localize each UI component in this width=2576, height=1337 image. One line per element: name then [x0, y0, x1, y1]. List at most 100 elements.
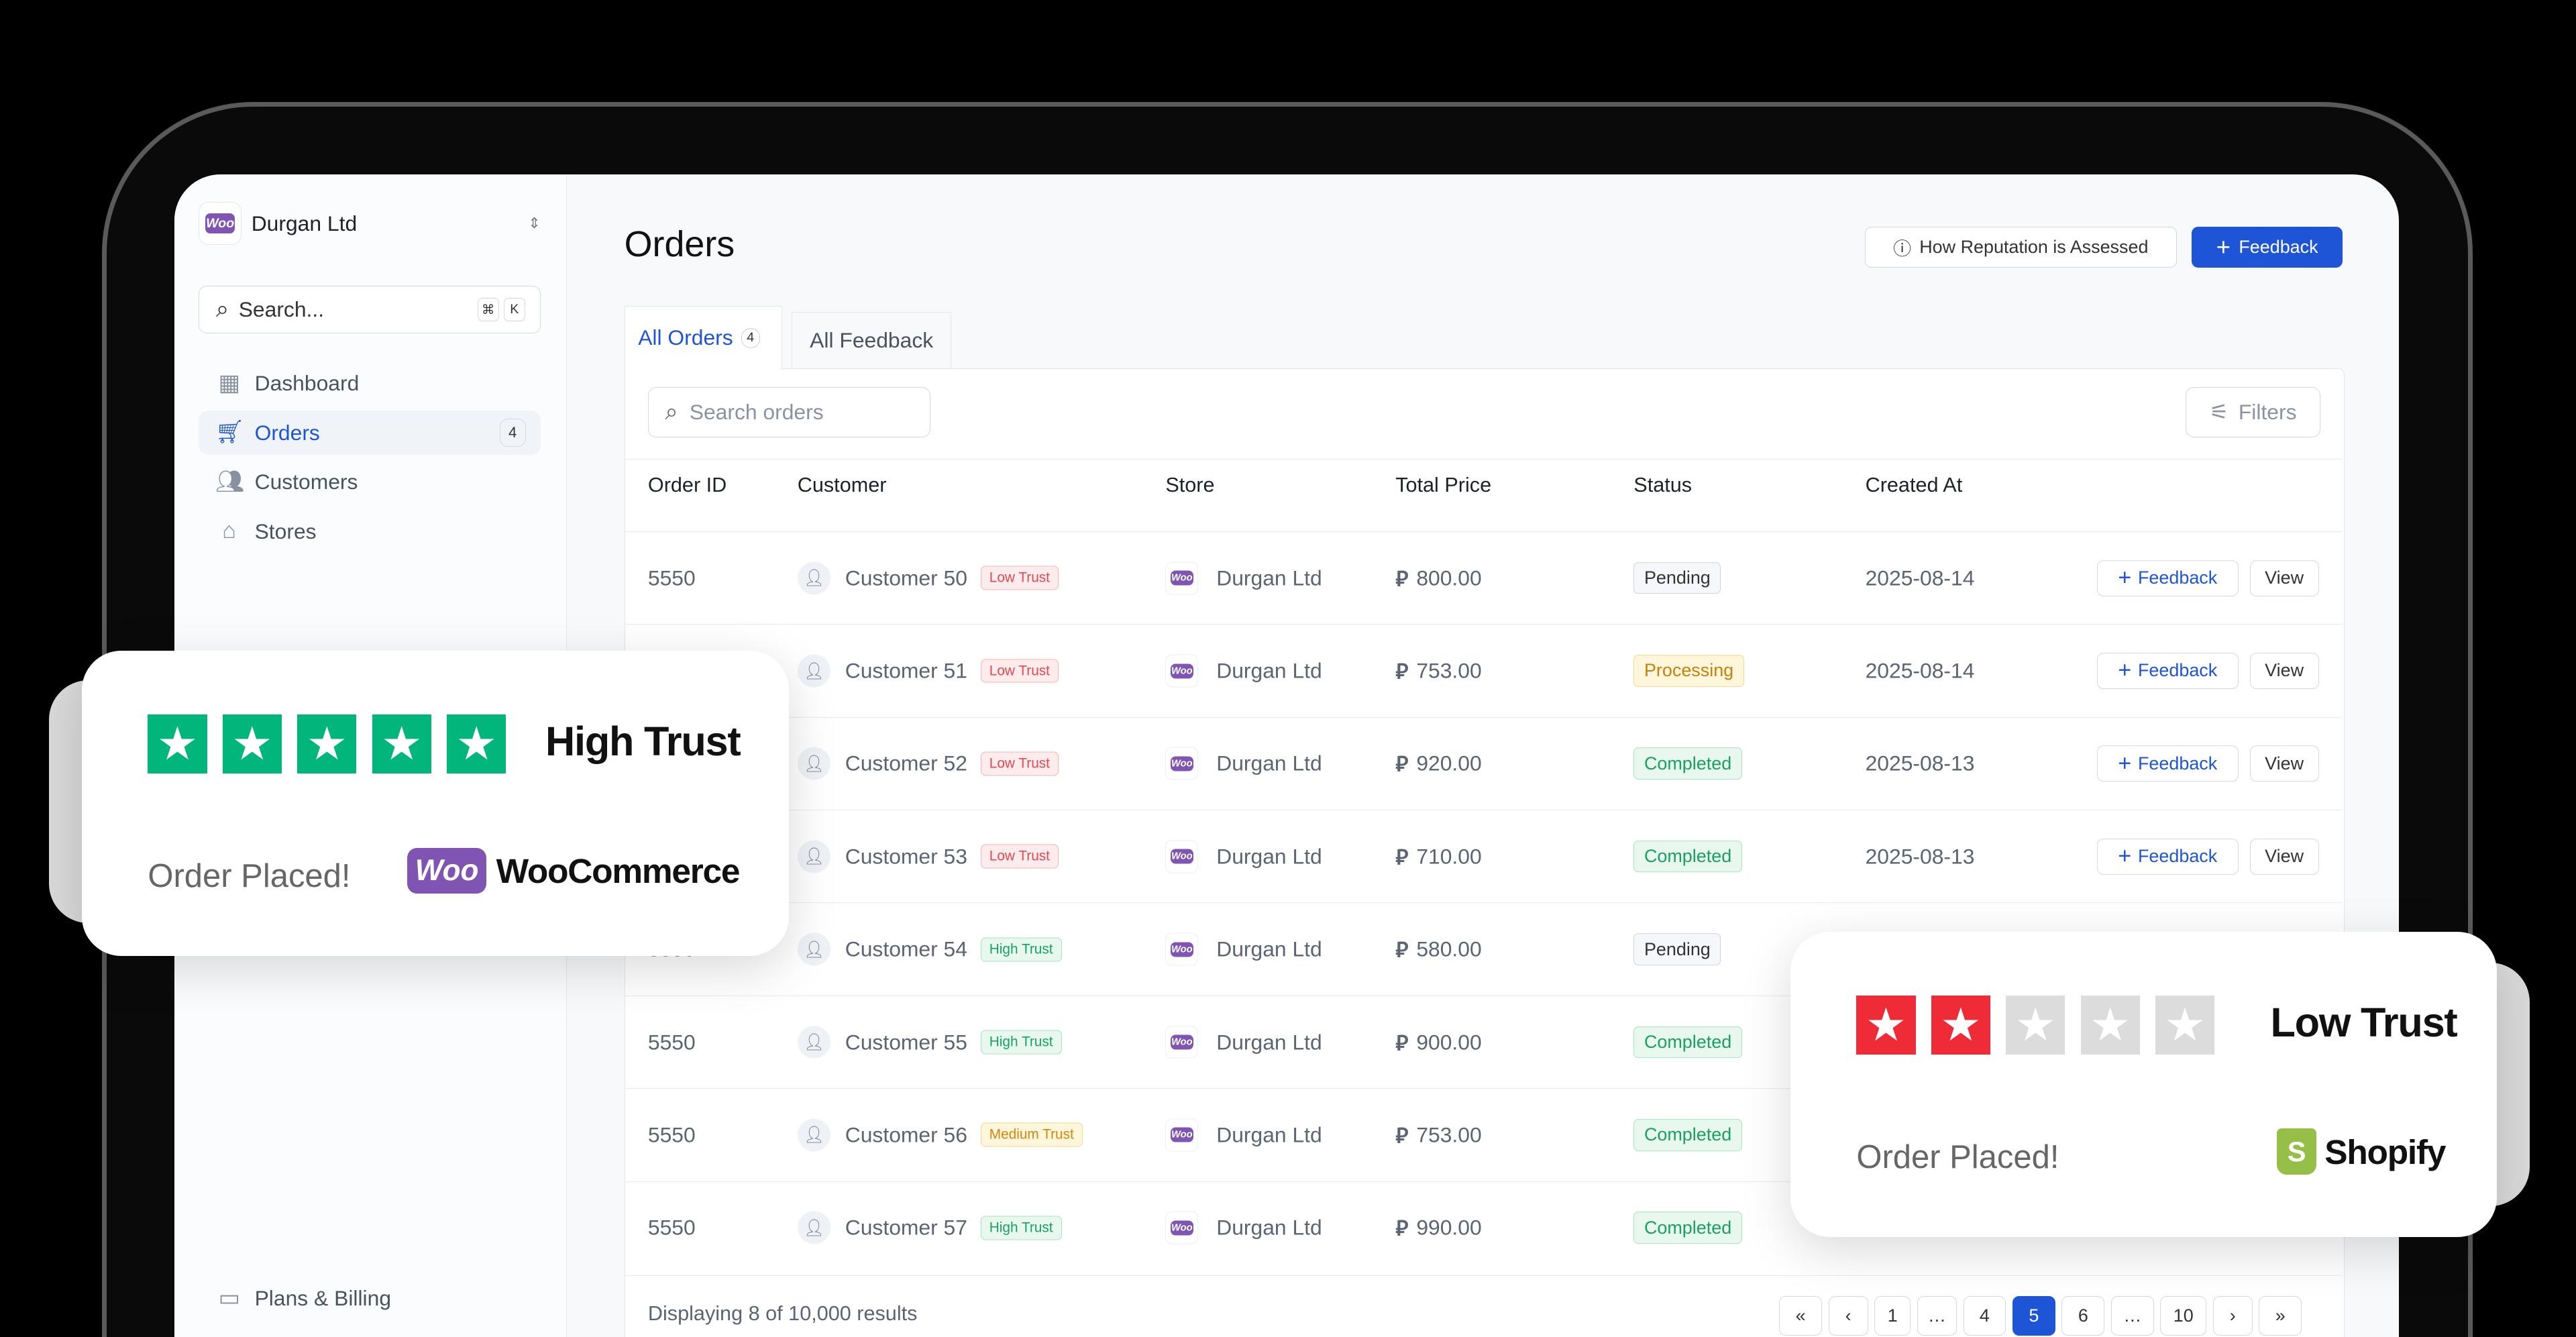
- page-button[interactable]: »: [2259, 1296, 2302, 1336]
- currency-icon: ⃁: [1395, 1216, 1409, 1240]
- row-view-button[interactable]: View: [2249, 838, 2319, 875]
- table-row[interactable]: 5550 👤︎ Customer 57 High Trust Woo Durgan L…: [625, 1181, 2342, 1274]
- total-price: 800.00: [1416, 566, 1482, 590]
- trust-badge: Low Trust: [980, 566, 1059, 590]
- plus-icon: +: [2216, 233, 2231, 261]
- nav-label: Orders: [254, 420, 320, 445]
- customer-name: Customer 56: [845, 1122, 967, 1147]
- table-row[interactable]: 5550 👤︎ Customer 56 Medium Trust Woo Durgan…: [625, 1088, 2342, 1181]
- user-icon: 👤︎: [797, 1118, 830, 1152]
- sliders-icon: ⚟: [2209, 400, 2229, 425]
- status-badge: Pending: [1633, 561, 1721, 594]
- created-at: 2025-08-14: [1865, 658, 1975, 683]
- customer-name: Customer 57: [845, 1215, 967, 1240]
- filters-button[interactable]: ⚟ Filters: [2186, 386, 2320, 438]
- woo-logo-icon: Woo: [1165, 1026, 1199, 1059]
- trust-badge: High Trust: [980, 1030, 1062, 1055]
- star-filled-icon: ★: [297, 714, 357, 774]
- col-order-id: Order ID: [647, 474, 727, 497]
- page-button[interactable]: 6: [2061, 1296, 2105, 1336]
- plus-icon: +: [2118, 843, 2132, 869]
- store-name: Durgan Ltd: [1216, 1030, 1322, 1055]
- row-feedback-button[interactable]: + Feedback: [2096, 653, 2239, 689]
- kbd-cmd: ⌘: [477, 298, 499, 321]
- woocommerce-logo: Woo WooCommerce: [407, 847, 741, 894]
- total-price: 900.00: [1416, 1030, 1482, 1055]
- created-at: 2025-08-13: [1865, 751, 1975, 776]
- created-at: 2025-08-14: [1865, 566, 1975, 590]
- info-icon: ⓘ: [1893, 239, 1911, 260]
- divider: [625, 1275, 2342, 1277]
- customer-name: Customer 53: [845, 844, 967, 869]
- order-id: 5550: [647, 1030, 696, 1055]
- page-button[interactable]: 5: [2012, 1296, 2055, 1336]
- row-view-button[interactable]: View: [2249, 559, 2319, 596]
- how-reputation-button[interactable]: ⓘ How Reputation is Assessed: [1864, 226, 2177, 268]
- table-row[interactable]: 5550 👤︎ Customer 55 High Trust Woo Durgan L…: [625, 995, 2342, 1088]
- woo-logo-icon: Woo: [1165, 840, 1199, 873]
- total-price: 580.00: [1416, 937, 1482, 961]
- sidebar-item-plans-billing[interactable]: ▭ Plans & Billing: [199, 1277, 540, 1321]
- page-button[interactable]: ‹: [1828, 1296, 1868, 1336]
- row-feedback-button[interactable]: + Feedback: [2096, 745, 2239, 782]
- row-feedback-button[interactable]: + Feedback: [2096, 559, 2239, 596]
- sidebar-item-stores[interactable]: ⌂ Stores: [199, 509, 540, 553]
- platform-name: WooCommerce: [496, 851, 741, 890]
- tab-all-feedback[interactable]: All Feedback: [792, 312, 951, 368]
- total-price: 920.00: [1416, 751, 1482, 776]
- woo-logo-icon: Woo: [1165, 932, 1199, 966]
- page-button[interactable]: 4: [1963, 1296, 2006, 1336]
- sidebar-item-dashboard[interactable]: ▦ Dashboard: [199, 362, 540, 406]
- sidebar-item-orders[interactable]: 🛒︎ Orders 4: [199, 411, 541, 456]
- placeholder: Search orders: [689, 399, 824, 424]
- page-button[interactable]: ›: [2212, 1296, 2253, 1336]
- trust-badge: High Trust: [980, 1216, 1062, 1240]
- tab-all-orders[interactable]: All Orders 4: [624, 305, 782, 370]
- trust-badge: Low Trust: [980, 659, 1059, 683]
- table-row[interactable]: 5550 👤︎ Customer 50 Low Trust Woo Durgan Lt…: [625, 531, 2342, 624]
- credit-card-icon: ▭: [218, 1285, 240, 1312]
- store-name: Durgan Ltd: [1216, 751, 1322, 776]
- nav-label: Plans & Billing: [254, 1286, 392, 1311]
- store-name: Durgan Ltd: [1216, 658, 1322, 683]
- user-icon: 👤︎: [797, 840, 830, 873]
- button-label: Filters: [2238, 399, 2297, 424]
- store-name: Durgan Ltd: [1216, 844, 1322, 869]
- user-icon: 👤︎: [797, 932, 830, 966]
- sidebar-search[interactable]: ⌕ Search... ⌘ K: [199, 286, 541, 334]
- woo-logo-icon: Woo: [407, 847, 486, 894]
- button-label: Feedback: [2137, 660, 2218, 681]
- button-label: How Reputation is Assessed: [1919, 237, 2149, 258]
- order-message: Order Placed!: [148, 858, 351, 895]
- sidebar-item-customers[interactable]: 👥︎ Customers: [199, 460, 540, 504]
- trust-badge: Low Trust: [980, 751, 1059, 776]
- trust-badge: High Trust: [980, 937, 1062, 962]
- tab-count: 4: [741, 327, 760, 348]
- store-name: Durgan Ltd: [1216, 1215, 1322, 1240]
- currency-icon: ⃁: [1395, 937, 1409, 962]
- currency-icon: ⃁: [1395, 1123, 1409, 1148]
- customer-name: Customer 50: [845, 566, 967, 590]
- trust-label: Low Trust: [2270, 999, 2458, 1045]
- page-button[interactable]: «: [1779, 1296, 1822, 1336]
- row-feedback-button[interactable]: + Feedback: [2096, 838, 2239, 875]
- results-count: Displaying 8 of 10,000 results: [647, 1301, 918, 1325]
- page-button[interactable]: 10: [2160, 1296, 2206, 1336]
- orders-search-input[interactable]: ⌕ Search orders: [647, 386, 931, 438]
- status-badge: Completed: [1633, 840, 1742, 873]
- platform-name: Shopify: [2324, 1132, 2446, 1171]
- workspace-switcher[interactable]: Woo Durgan Ltd ⇕: [199, 202, 541, 245]
- feedback-button[interactable]: + Feedback: [2191, 226, 2343, 268]
- row-view-button[interactable]: View: [2249, 745, 2319, 782]
- divider: [625, 459, 2342, 460]
- total-price: 753.00: [1416, 658, 1482, 683]
- chevron-updown-icon: ⇕: [528, 215, 541, 232]
- page-button[interactable]: 1: [1874, 1296, 1911, 1336]
- row-view-button[interactable]: View: [2249, 653, 2319, 689]
- kbd-k: K: [503, 298, 525, 321]
- page-title: Orders: [624, 224, 735, 265]
